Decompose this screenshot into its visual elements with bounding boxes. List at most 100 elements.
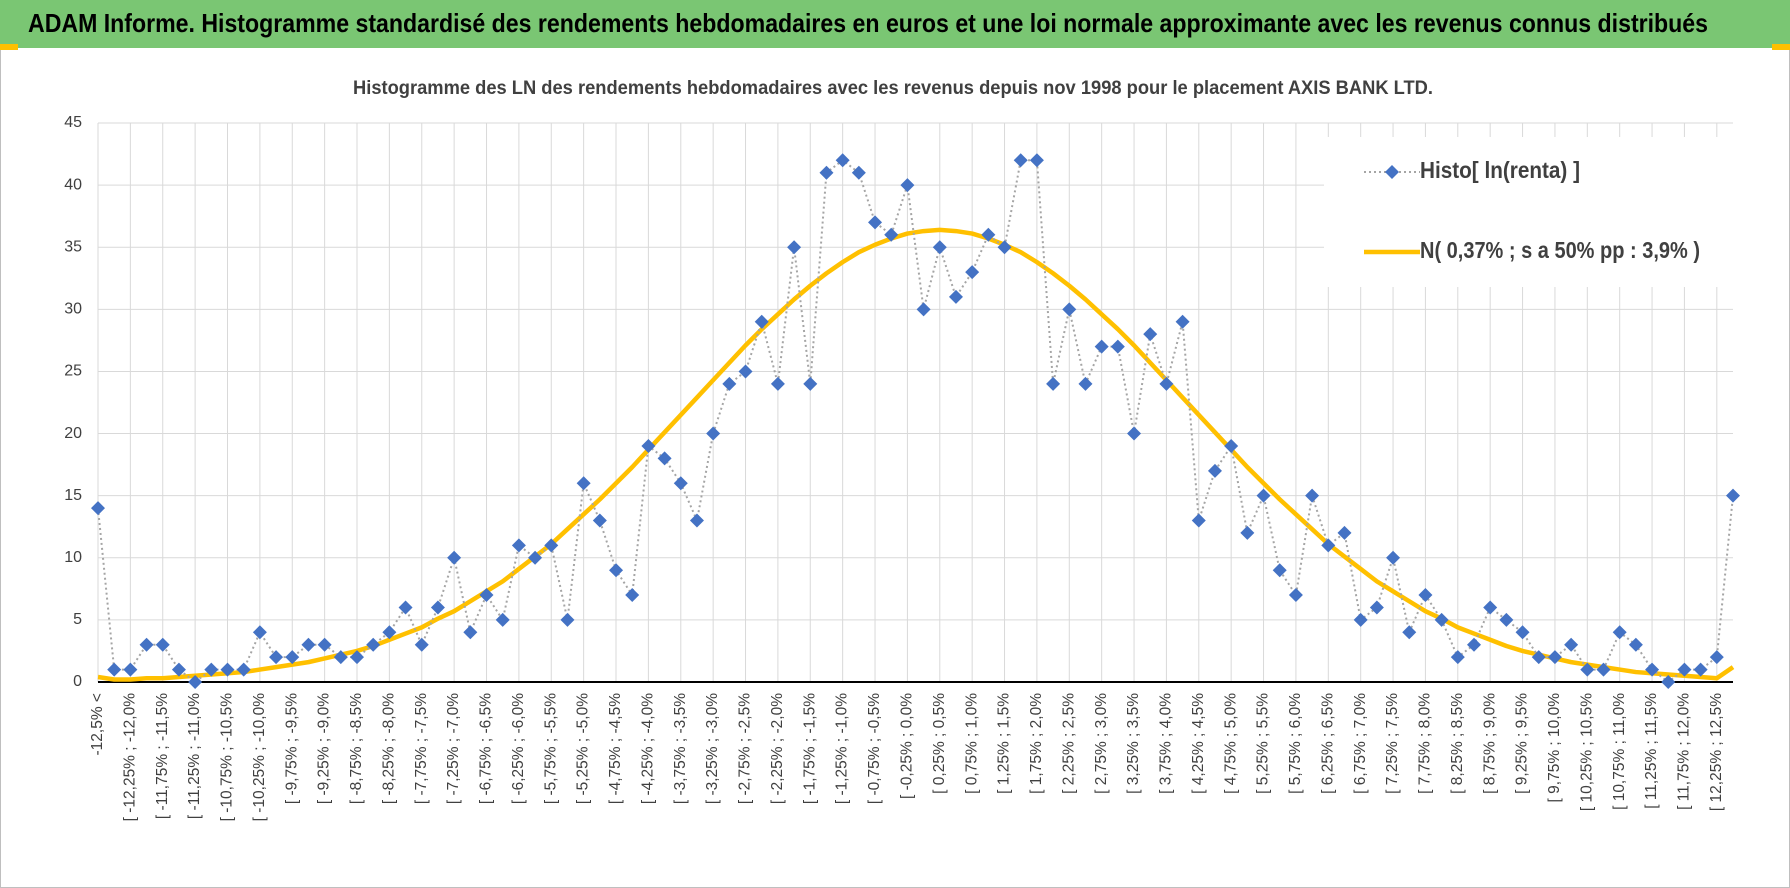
x-tick-label: [ 8,75% ; 9,0% [1481, 693, 1498, 794]
x-tick-label: [ 5,25% ; 5,5% [1255, 693, 1272, 794]
x-tick-label: [ 8,25% ; 8,5% [1449, 693, 1466, 794]
data-point [1369, 600, 1384, 615]
data-point [1402, 625, 1417, 640]
data-point [398, 600, 413, 615]
plot [91, 153, 1740, 689]
data-point [997, 240, 1012, 255]
data-point [722, 376, 737, 391]
data-point [1353, 612, 1368, 627]
x-tick-label: [ -8,25% ; -8,0% [380, 693, 397, 804]
y-tick-label: 25 [64, 363, 82, 380]
data-point [1645, 662, 1660, 677]
y-tick-label: 20 [64, 425, 82, 442]
data-point [1029, 153, 1044, 168]
data-point [641, 438, 656, 453]
x-tick-label: -12,5% < [89, 693, 106, 755]
x-tick-label: [ -8,75% ; -8,5% [348, 693, 365, 804]
x-tick-label: [ -5,75% ; -5,5% [542, 693, 559, 804]
x-tick-label: [ 4,25% ; 4,5% [1190, 693, 1207, 794]
data-point [884, 227, 899, 242]
data-point [447, 550, 462, 565]
x-tick-label: [ 11,25% ; 11,5% [1643, 693, 1660, 809]
data-point [625, 588, 640, 603]
data-point [1596, 662, 1611, 677]
header-title: ADAM Informe. Histogramme standardisé de… [28, 8, 1708, 38]
x-tick-label: [ -0,75% ; -0,5% [866, 693, 883, 804]
x-tick-label: [ -6,25% ; -6,0% [510, 693, 527, 804]
data-point [430, 600, 445, 615]
x-tick-label: [ 6,25% ; 6,5% [1319, 693, 1336, 794]
data-point [220, 662, 235, 677]
x-tick-label: [ -3,25% ; -3,0% [704, 693, 721, 804]
x-tick-label: [ -2,25% ; -2,0% [769, 693, 786, 804]
data-point [1127, 426, 1142, 441]
y-tick-label: 5 [73, 611, 82, 628]
data-point [1677, 662, 1692, 677]
x-tick-label: [ 7,75% ; 8,0% [1417, 693, 1434, 794]
data-point [657, 451, 672, 466]
data-point [1709, 650, 1724, 665]
data-point [252, 625, 267, 640]
data-point [1450, 650, 1465, 665]
data-point [673, 476, 688, 491]
x-tick-label: [ -10,25% ; -10,0% [251, 693, 268, 822]
data-point [204, 662, 219, 677]
x-tick-label: [ 10,25% ; 10,5% [1578, 693, 1595, 811]
header-accent [1772, 44, 1790, 50]
data-point [1013, 153, 1028, 168]
data-point [738, 364, 753, 379]
x-tick-label: [ -9,75% ; -9,5% [283, 693, 300, 804]
data-point [1110, 339, 1125, 354]
x-tick-label: [ 5,75% ; 6,0% [1287, 693, 1304, 794]
x-tick-label: [ -6,75% ; -6,5% [478, 693, 495, 804]
data-point [1240, 525, 1255, 540]
data-point [1564, 637, 1579, 652]
data-point [236, 662, 251, 677]
data-point [155, 637, 170, 652]
y-tick-label: 15 [64, 487, 82, 504]
data-point [1466, 637, 1481, 652]
data-point [301, 637, 316, 652]
data-point [1726, 488, 1740, 503]
data-point [139, 637, 154, 652]
x-tick-label: [ -3,75% ; -3,5% [672, 693, 689, 804]
x-tick-label: [ 6,75% ; 7,0% [1352, 693, 1369, 794]
data-point [1418, 588, 1433, 603]
data-point [414, 637, 429, 652]
data-point [91, 501, 105, 516]
x-tick-label: [ -1,75% ; -1,5% [801, 693, 818, 804]
data-point [1612, 625, 1627, 640]
data-point [1305, 488, 1320, 503]
legend-marker [1385, 165, 1399, 179]
x-tick-label: [ -12,25% ; -12,0% [121, 693, 138, 822]
data-point [1159, 376, 1174, 391]
data-point [366, 637, 381, 652]
data-point [1224, 438, 1239, 453]
data-point [916, 302, 931, 317]
x-tick-label: [ 9,75% ; 10,0% [1546, 693, 1563, 803]
data-point [592, 513, 607, 528]
data-point [188, 675, 203, 689]
data-point [981, 227, 996, 242]
x-tick-label: [ 12,25% ; 12,5% [1708, 693, 1725, 811]
data-point [123, 662, 138, 677]
x-tick-label: [ -7,25% ; -7,0% [445, 693, 462, 804]
data-point [1272, 563, 1287, 578]
data-point [1094, 339, 1109, 354]
data-point [171, 662, 186, 677]
data-point [1628, 637, 1643, 652]
data-point [754, 314, 769, 329]
x-tick-label: [ 9,25% ; 9,5% [1514, 693, 1531, 794]
data-point [787, 240, 802, 255]
x-tick-label: [ -7,75% ; -7,5% [413, 693, 430, 804]
y-tick-label: 10 [64, 549, 82, 566]
x-tick-label: [ -5,25% ; -5,0% [575, 693, 592, 804]
x-tick-label: [ -1,25% ; -1,0% [834, 693, 851, 804]
data-point [689, 513, 704, 528]
x-tick-label: [ -9,25% ; -9,0% [316, 693, 333, 804]
data-point [965, 265, 980, 280]
x-tick-label: [ 11,75% ; 12,0% [1676, 693, 1693, 810]
data-point [463, 625, 478, 640]
data-point [900, 178, 915, 193]
x-tick-label: [ 3,75% ; 4,0% [1158, 693, 1175, 794]
